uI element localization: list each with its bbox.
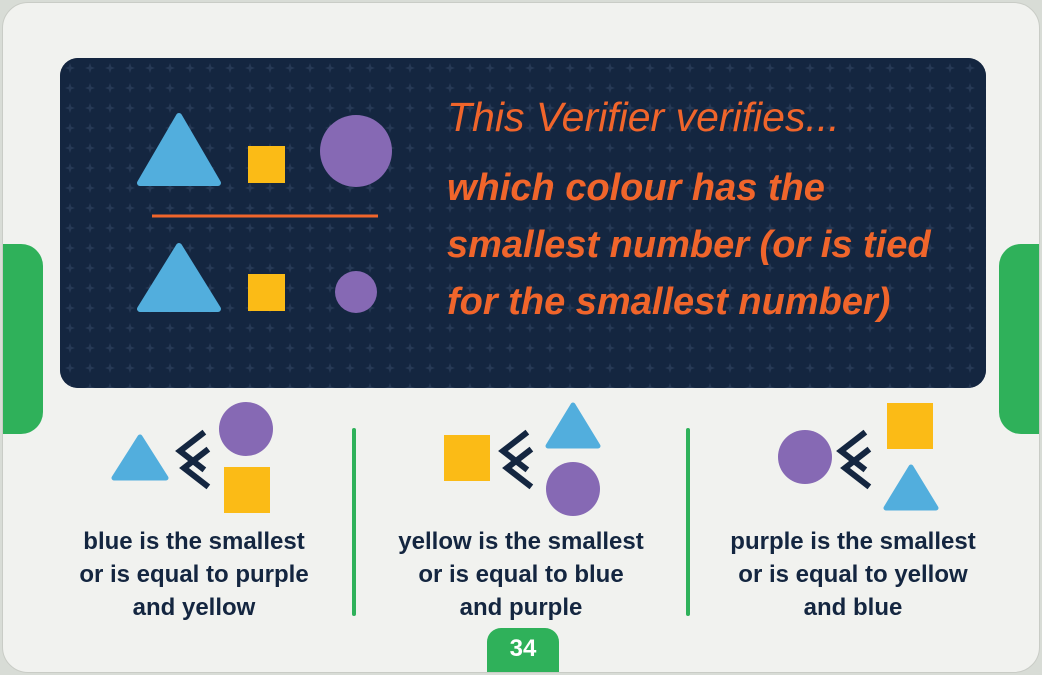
blue-triangle-icon xyxy=(111,434,169,481)
verification-criterion: which colour has the smallest number (or… xyxy=(447,167,931,323)
purple-circle-icon xyxy=(546,462,600,516)
purple-circle-large-icon xyxy=(320,115,392,187)
purple-circle-small-icon xyxy=(335,271,377,313)
divider-2 xyxy=(686,428,690,616)
panel-background xyxy=(60,58,986,388)
less-than-icon xyxy=(498,429,534,490)
yellow-square-icon xyxy=(248,146,285,183)
yellow-square-icon xyxy=(248,274,285,311)
purple-circle-icon xyxy=(778,430,832,484)
criterion-yellow-text: yellow is the smallest or is equal to bl… xyxy=(398,528,644,621)
criterion-purple-text: purple is the smallest or is equal to ye… xyxy=(730,528,976,621)
verifier-panel: This Verifier verifies... which colour h… xyxy=(60,58,986,388)
divider-1 xyxy=(352,428,356,616)
less-than-icon xyxy=(836,429,872,490)
less-than-icon xyxy=(175,429,211,490)
left-side-tab xyxy=(3,244,43,434)
yellow-square-icon xyxy=(887,403,933,449)
blue-triangle-icon xyxy=(137,113,221,186)
page-number: 34 xyxy=(487,628,559,672)
criterion-yellow: yellow is the smallest or is equal to bl… xyxy=(371,395,671,621)
blue-triangle-icon xyxy=(137,243,221,312)
yellow-square-icon xyxy=(444,435,490,481)
right-side-tab xyxy=(999,244,1039,434)
yellow-square-icon xyxy=(224,467,270,513)
purple-circle-icon xyxy=(219,402,273,456)
criterion-blue-text: blue is the smallest or is equal to purp… xyxy=(79,528,309,621)
blue-triangle-icon xyxy=(545,402,601,449)
criterion-purple-illustration xyxy=(778,403,939,511)
panel-title: This Verifier verifies... xyxy=(447,94,840,140)
criterion-blue: blue is the smallest or is equal to purp… xyxy=(44,395,344,621)
criterion-yellow-illustration xyxy=(444,402,601,516)
criterion-blue-illustration xyxy=(111,402,273,513)
blue-triangle-icon xyxy=(883,464,939,511)
criterion-purple: purple is the smallest or is equal to ye… xyxy=(703,395,1003,621)
